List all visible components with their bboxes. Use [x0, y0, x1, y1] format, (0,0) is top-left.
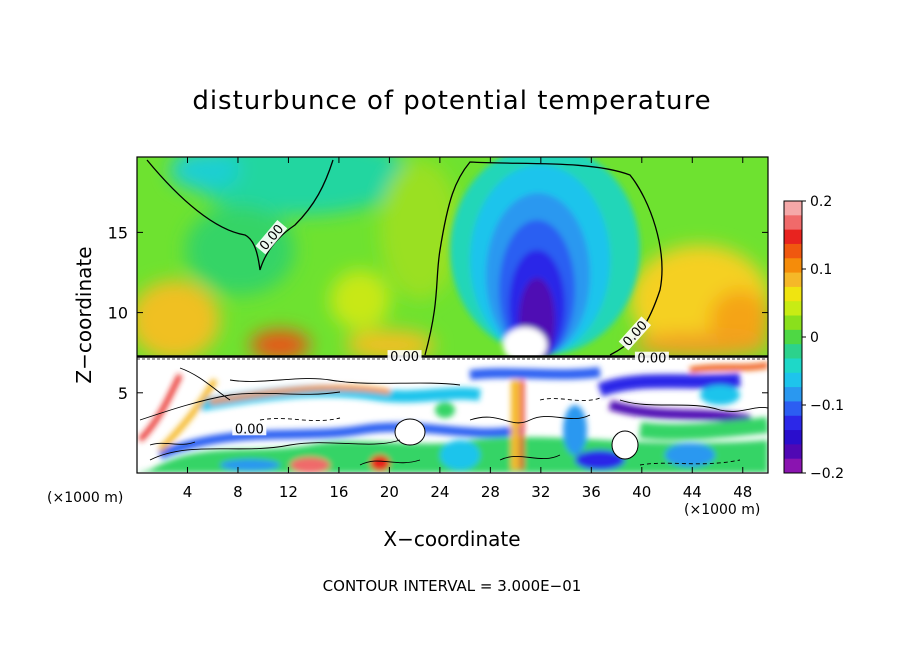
colorbar-tick-label: 0.1	[810, 262, 832, 278]
colorbar-tick-label: 0.2	[810, 194, 832, 210]
y-axis-label: Z−coordinate	[72, 246, 96, 384]
colorbar-swatch	[784, 215, 802, 231]
contour-label: 0.00	[232, 422, 267, 437]
colorbar-swatch	[784, 315, 802, 331]
colorbar-swatch	[784, 286, 802, 302]
x-tick-label: 8	[233, 483, 243, 501]
x-tick-label: 24	[430, 483, 449, 501]
colorbar-swatch	[784, 301, 802, 317]
x-unit-left: (×1000 m)	[47, 490, 124, 506]
contour-label: 0.00	[634, 351, 669, 367]
y-tick-label: 10	[108, 304, 128, 323]
colorbar-swatch	[784, 201, 802, 216]
colorbar-swatch	[784, 444, 802, 460]
x-axis-label: X−coordinate	[383, 527, 521, 551]
x-tick-label: 48	[733, 483, 752, 501]
colorbar-swatch	[784, 229, 802, 245]
colorbar-swatch	[784, 329, 802, 345]
colorbar-swatch	[784, 372, 802, 388]
x-tick-label: 20	[380, 483, 399, 501]
contour-label-text: 0.00	[235, 422, 264, 437]
y-axis-ticks: 5 10 15	[108, 223, 768, 403]
contour-interval: CONTOUR INTERVAL = 3.000E−01	[322, 577, 582, 595]
x-tick-label: 32	[531, 483, 550, 501]
x-tick-label: 16	[329, 483, 348, 501]
colorbar-swatch	[784, 272, 802, 288]
colorbar: 0.2 0.1 0 −0.1 −0.2	[783, 194, 844, 482]
x-tick-label: 28	[481, 483, 500, 501]
x-tick-label: 4	[183, 483, 193, 501]
contour-label: 0.00	[387, 350, 422, 365]
x-tick-label: 36	[582, 483, 601, 501]
y-tick-label: 5	[118, 384, 128, 403]
plot-frame	[136, 156, 769, 474]
x-tick-label: 44	[683, 483, 702, 501]
x-tick-label: 12	[279, 483, 298, 501]
colorbar-swatch	[784, 387, 802, 402]
chart-title: disturbunce of potential temperature	[192, 86, 712, 116]
colorbar-swatch	[784, 458, 802, 474]
colorbar-tick-label: 0	[810, 330, 819, 346]
colorbar-tick-label: −0.2	[810, 466, 844, 482]
upper-field	[137, 157, 768, 356]
colorbar-swatch	[784, 344, 802, 359]
x-unit-right: (×1000 m)	[684, 502, 761, 518]
colorbar-tick-label: −0.1	[810, 398, 844, 414]
colorbar-swatch	[784, 401, 802, 417]
colorbar-swatch	[784, 258, 802, 274]
contour-label-text: 0.00	[637, 352, 666, 367]
x-tick-label: 40	[632, 483, 651, 501]
x-axis-ticks: 4 8 12 16 20 24 28 32 36 40 44 48	[183, 157, 752, 501]
contour-label-text: 0.00	[390, 350, 419, 365]
colorbar-swatch	[784, 430, 802, 445]
lower-field	[137, 357, 768, 472]
colorbar-swatch	[784, 415, 802, 431]
colorbar-swatch	[784, 243, 802, 259]
colorbar-swatch	[784, 358, 802, 374]
y-tick-label: 15	[108, 223, 128, 242]
